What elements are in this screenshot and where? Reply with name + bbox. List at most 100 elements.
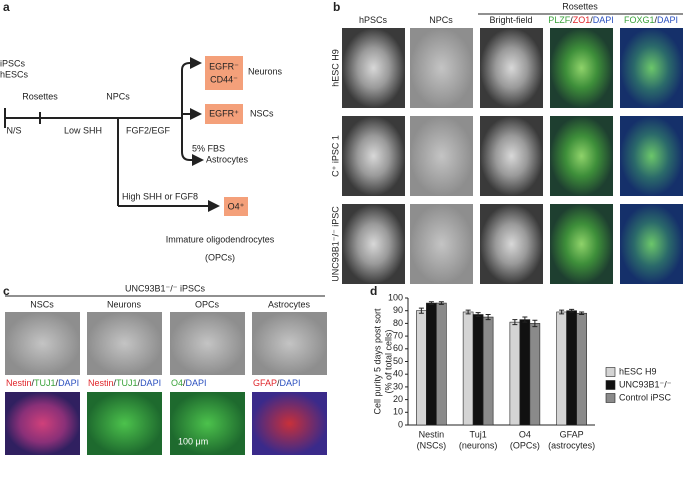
micrograph [410, 116, 473, 196]
micrograph [620, 204, 683, 284]
text-part: PLZF [548, 15, 571, 25]
micrograph [550, 116, 613, 196]
error-bar [428, 301, 434, 305]
column-label: Astrocytes [268, 299, 311, 309]
y-tick-label: 10 [393, 407, 403, 417]
cell-type: Neurons [248, 66, 283, 76]
column-label: hPSCs [359, 15, 388, 25]
error-bar [465, 309, 471, 315]
cell-type: Immature oligodendrocytes [166, 234, 275, 244]
micrograph [252, 312, 327, 375]
x-tick-label: Tuj1 [470, 429, 487, 439]
marker: O4⁺ [228, 201, 245, 211]
micrograph [87, 312, 162, 375]
error-bar [512, 319, 518, 326]
column-label: PLZF/ZO1/DAPI [548, 15, 614, 25]
y-tick-label: 60 [393, 343, 403, 353]
error-bar [579, 311, 585, 316]
box [205, 56, 243, 90]
stain-label: O4/DAPI [171, 378, 207, 388]
cell-type: Astrocytes [206, 154, 249, 164]
text-part: / [56, 378, 59, 388]
marker: CD44⁻ [210, 74, 238, 84]
text-part: GFAP [253, 378, 277, 388]
row-label: C⁺ iPSC 1 [330, 135, 340, 177]
panel-label: c [3, 284, 10, 298]
y-tick-label: 90 [393, 305, 403, 315]
y-tick-label: 80 [393, 318, 403, 328]
text-part: / [138, 378, 141, 388]
box [224, 197, 248, 216]
error-bar [475, 312, 481, 317]
x-tick-label: O4 [519, 429, 531, 439]
legend-label: hESC H9 [619, 366, 657, 376]
bar [509, 321, 521, 426]
text-part: / [183, 378, 186, 388]
box [205, 104, 243, 124]
micrograph [252, 392, 327, 455]
y-axis-label: (% of total cells) [383, 329, 393, 393]
legend-swatch [605, 367, 616, 377]
timeline [4, 57, 220, 212]
micrograph [480, 28, 543, 108]
text-part: hPSCs [359, 15, 388, 25]
stain-label: Nestin/TUJ1/DAPI [6, 378, 79, 388]
error-bar [418, 307, 424, 314]
x-tick-label: (NSCs) [417, 440, 447, 450]
micrograph [410, 28, 473, 108]
bar [566, 310, 577, 426]
x-tick-label: (neurons) [459, 440, 498, 450]
text-part: DAPI [593, 15, 614, 25]
text-part: NPCs [429, 15, 453, 25]
text-part: Nestin [6, 378, 32, 388]
panel-label: d [370, 284, 377, 298]
x-tick-label: (OPCs) [510, 440, 540, 450]
stain-label: GFAP/DAPI [253, 378, 301, 388]
bar [529, 323, 541, 426]
panel-label: b [333, 0, 340, 14]
micrograph [342, 204, 405, 284]
column-label: OPCs [195, 299, 220, 309]
text-part: Nestin [88, 378, 114, 388]
bar [576, 312, 587, 426]
y-tick-label: 40 [393, 369, 403, 379]
text-part: DAPI [140, 378, 161, 388]
micrograph [342, 116, 405, 196]
text-part: Bright-field [489, 15, 532, 25]
micrograph [480, 116, 543, 196]
condition: 5% FBS [192, 143, 225, 153]
micrograph [170, 312, 245, 375]
step-label: Rosettes [22, 91, 58, 101]
bar [426, 302, 437, 426]
row-label: UNC93B1⁻/⁻ iPSC [330, 206, 340, 282]
x-tick-label: Nestin [419, 429, 445, 439]
text-part: ZO1 [573, 15, 591, 25]
legend-label: UNC93B1⁻/⁻ [619, 379, 672, 389]
panel-label: a [3, 0, 10, 14]
row-label: hESC H9 [330, 49, 340, 87]
step-label: Low SHH [64, 125, 102, 135]
x-tick-label: (astrocytes) [548, 440, 595, 450]
text-part: / [114, 378, 117, 388]
text-part: DAPI [186, 378, 207, 388]
error-bar [569, 308, 575, 313]
legend-swatch [605, 380, 616, 390]
y-axis-label: Cell purity 5 days post sort [372, 308, 382, 415]
column-label: FOXG1/DAPI [624, 15, 678, 25]
error-bar [532, 319, 538, 328]
y-tick-label: 30 [393, 381, 403, 391]
error-bar [559, 309, 565, 315]
text-part: / [570, 15, 573, 25]
text-part: DAPI [657, 15, 678, 25]
condition: High SHH or FGF8 [122, 191, 198, 201]
bar [472, 314, 484, 426]
cell-source: iPSCs [0, 58, 26, 68]
error-bar [438, 301, 444, 305]
panel-title: UNC93B1⁻/⁻ iPSCs [125, 283, 206, 293]
x-tick-label: GFAP [560, 429, 584, 439]
micrograph [5, 392, 80, 455]
marker: EGFR⁺ [209, 108, 239, 118]
bar [416, 310, 427, 426]
bar [482, 316, 494, 426]
bar [519, 319, 531, 426]
